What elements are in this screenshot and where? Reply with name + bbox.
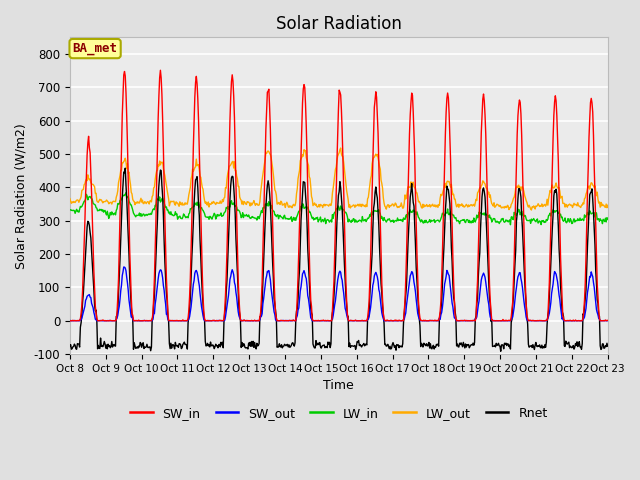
Rnet: [132, 346, 140, 351]
SW_in: [188, 248, 195, 253]
Y-axis label: Solar Radiation (W/m2): Solar Radiation (W/m2): [15, 123, 28, 269]
LW_out: [337, 145, 344, 151]
LW_out: [405, 184, 413, 190]
SW_out: [132, 318, 140, 324]
Rnet: [497, 348, 504, 354]
LW_in: [507, 222, 515, 228]
SW_out: [420, 318, 428, 324]
LW_out: [214, 201, 222, 206]
SW_out: [76, 318, 83, 324]
LW_in: [66, 207, 74, 213]
Rnet: [66, 343, 74, 349]
LW_in: [122, 190, 130, 195]
LW_out: [131, 202, 139, 207]
SW_in: [604, 317, 612, 323]
Line: SW_in: SW_in: [70, 70, 608, 321]
SW_out: [120, 264, 127, 270]
Rnet: [420, 341, 428, 347]
LW_in: [215, 212, 223, 218]
Text: BA_met: BA_met: [72, 42, 118, 55]
LW_in: [132, 214, 140, 220]
SW_in: [132, 318, 140, 324]
SW_out: [405, 286, 413, 292]
SW_out: [604, 318, 612, 324]
Rnet: [215, 342, 223, 348]
X-axis label: Time: Time: [323, 379, 354, 392]
SW_in: [157, 67, 164, 73]
Line: LW_out: LW_out: [70, 148, 608, 210]
LW_in: [405, 210, 413, 216]
LW_in: [186, 206, 194, 212]
Line: Rnet: Rnet: [70, 168, 608, 351]
SW_out: [215, 318, 223, 324]
LW_in: [604, 216, 612, 222]
Rnet: [122, 165, 129, 171]
SW_in: [421, 317, 429, 323]
Rnet: [76, 344, 83, 350]
LW_out: [186, 188, 193, 194]
Line: LW_in: LW_in: [70, 192, 608, 225]
Legend: SW_in, SW_out, LW_in, LW_out, Rnet: SW_in, SW_out, LW_in, LW_out, Rnet: [125, 402, 552, 424]
LW_out: [527, 207, 535, 213]
Title: Solar Radiation: Solar Radiation: [276, 15, 402, 33]
Line: SW_out: SW_out: [70, 267, 608, 321]
SW_in: [216, 317, 223, 323]
Rnet: [604, 343, 612, 349]
SW_in: [66, 318, 74, 324]
LW_in: [420, 217, 428, 223]
LW_out: [604, 203, 612, 208]
LW_out: [66, 196, 74, 202]
Rnet: [405, 225, 413, 231]
SW_in: [67, 318, 74, 324]
LW_in: [76, 206, 83, 212]
Rnet: [186, 295, 194, 300]
SW_in: [406, 131, 413, 137]
SW_out: [186, 309, 194, 314]
SW_in: [77, 316, 84, 322]
LW_out: [76, 197, 83, 203]
SW_out: [66, 318, 74, 324]
LW_out: [420, 202, 428, 208]
